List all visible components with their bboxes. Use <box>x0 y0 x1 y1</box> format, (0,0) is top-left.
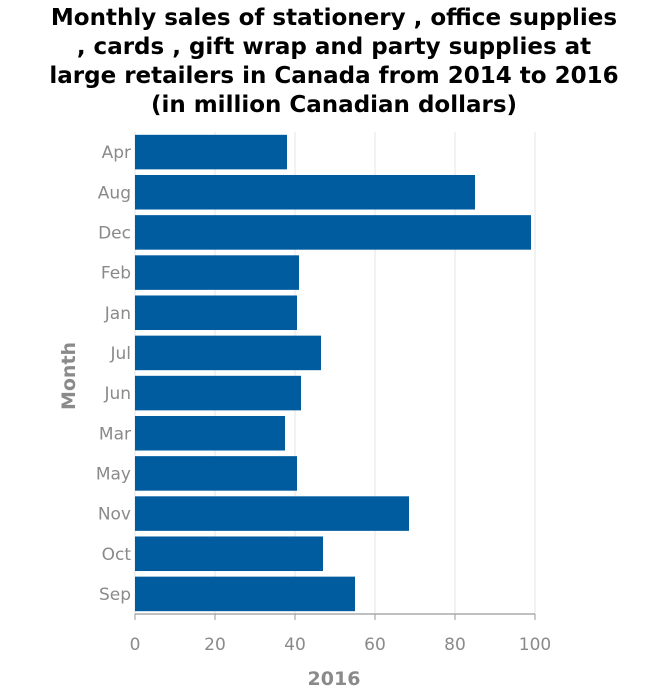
x-tick-label: 80 <box>444 635 466 655</box>
x-axis-title: 2016 <box>308 668 361 690</box>
bar-sep <box>135 576 355 612</box>
bar-mar <box>135 415 285 451</box>
bar-nov <box>135 496 409 531</box>
title-line-2: , cards , gift wrap and party supplies a… <box>76 34 592 60</box>
y-tick-label: Apr <box>102 143 131 163</box>
bar-apr <box>135 134 287 170</box>
title-line-3: large retailers in Canada from 2014 to 2… <box>49 63 619 89</box>
x-tick-label: 60 <box>364 635 386 655</box>
y-tick-label: Jun <box>103 384 131 404</box>
y-tick-label: Nov <box>98 505 131 525</box>
x-tick-label: 40 <box>284 635 306 655</box>
bar-jul <box>135 335 321 371</box>
bar-may <box>135 456 297 491</box>
y-tick-label: Mar <box>99 424 131 444</box>
bar-layer <box>135 134 531 612</box>
x-tick-label: 20 <box>204 635 226 655</box>
chart-title: Monthly sales of stationery , office sup… <box>0 4 668 120</box>
title-line-4: (in million Canadian dollars) <box>150 92 518 118</box>
bar-feb <box>135 255 299 290</box>
bar-jun <box>135 375 301 411</box>
y-tick-label: Jul <box>109 344 131 364</box>
y-tick-label: Sep <box>99 585 131 605</box>
bar-aug <box>135 174 475 210</box>
y-tick-label: Jan <box>104 304 131 324</box>
bar-dec <box>135 215 531 250</box>
y-tick-label: Dec <box>98 223 131 243</box>
y-tick-label: Feb <box>101 264 131 284</box>
title-line-1: Monthly sales of stationery , office sup… <box>50 5 618 31</box>
y-axis-title: Month <box>58 342 80 410</box>
bar-jan <box>135 295 297 331</box>
grid-layer <box>134 132 536 614</box>
x-tick-label: 0 <box>130 635 141 655</box>
bar-oct <box>135 536 323 572</box>
y-tick-label: May <box>96 464 131 484</box>
y-tick-label: Oct <box>102 545 132 565</box>
x-tick-label: 100 <box>519 635 551 655</box>
y-tick-label: Aug <box>98 183 131 203</box>
axis-layer: Apr Aug Dec Feb Jan Jul Jun Mar May Nov Oct Sep 0 20 4… <box>96 143 551 655</box>
